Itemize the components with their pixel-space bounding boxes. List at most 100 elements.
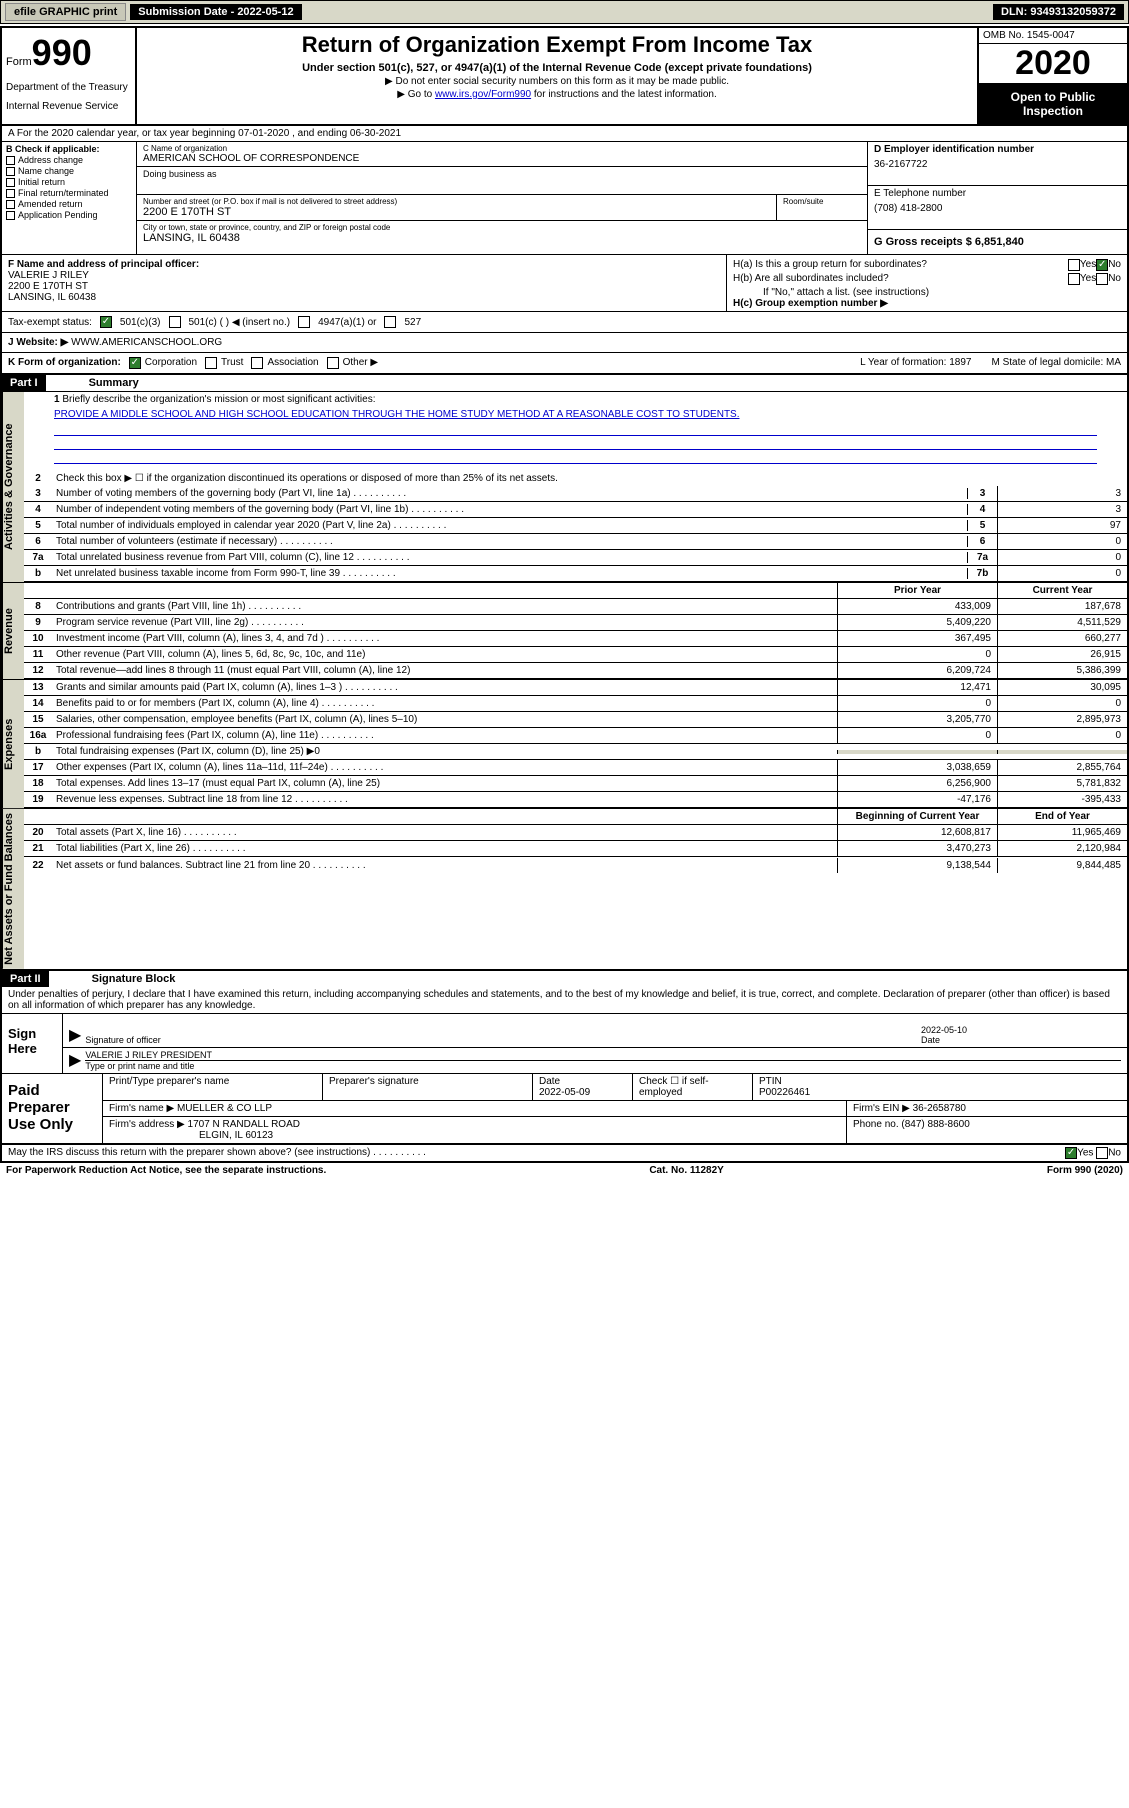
line3: Number of voting members of the governin… xyxy=(52,486,967,501)
line15: Salaries, other compensation, employee b… xyxy=(52,712,837,727)
cb-final[interactable] xyxy=(6,189,15,198)
gross-receipts: G Gross receipts $ 6,851,840 xyxy=(874,236,1121,248)
k-label: K Form of organization: xyxy=(8,357,121,369)
part2-header: Part II xyxy=(2,971,49,987)
form-label: Form xyxy=(6,56,32,68)
line11: Other revenue (Part VIII, column (A), li… xyxy=(52,647,837,662)
p10: 367,495 xyxy=(837,631,997,646)
hb-yes[interactable] xyxy=(1068,273,1080,285)
arrow-icon-2: ▶ xyxy=(69,1050,81,1071)
cat-no: Cat. No. 11282Y xyxy=(649,1165,723,1176)
ha-no[interactable] xyxy=(1096,259,1108,271)
p20: 12,608,817 xyxy=(837,825,997,840)
line19: Revenue less expenses. Subtract line 18 … xyxy=(52,792,837,807)
line6: Total number of volunteers (estimate if … xyxy=(52,534,967,549)
section-b-label: B Check if applicable: xyxy=(6,144,132,154)
line1-label: Briefly describe the organization's miss… xyxy=(62,394,375,405)
part1-header: Part I xyxy=(2,375,46,391)
c14: 0 xyxy=(997,696,1127,711)
end-year-header: End of Year xyxy=(997,809,1127,824)
p9: 5,409,220 xyxy=(837,615,997,630)
p15: 3,205,770 xyxy=(837,712,997,727)
line21: Total liabilities (Part X, line 26) xyxy=(52,841,837,856)
cb-assoc[interactable] xyxy=(251,357,263,369)
type-name-label: Type or print name and title xyxy=(85,1061,1121,1071)
cb-address[interactable] xyxy=(6,156,15,165)
hc-label: H(c) Group exemption number ▶ xyxy=(733,298,1121,309)
prior-year-header: Prior Year xyxy=(837,583,997,598)
cb-527[interactable] xyxy=(384,316,396,328)
p16a: 0 xyxy=(837,728,997,743)
officer-street: 2200 E 170TH ST xyxy=(8,281,720,292)
cb-corp[interactable] xyxy=(129,357,141,369)
open-public: Open to Public Inspection xyxy=(979,84,1127,124)
street-value: 2200 E 170TH ST xyxy=(143,206,770,218)
phone-label: E Telephone number xyxy=(874,188,1121,199)
firm-name: MUELLER & CO LLP xyxy=(177,1103,272,1114)
side-governance: Activities & Governance xyxy=(2,392,24,582)
efile-print-button[interactable]: efile GRAPHIC print xyxy=(5,3,126,21)
ha-label: H(a) Is this a group return for subordin… xyxy=(733,259,1068,271)
line9: Program service revenue (Part VIII, line… xyxy=(52,615,837,630)
cb-4947[interactable] xyxy=(298,316,310,328)
form-footer: Form 990 (2020) xyxy=(1047,1165,1123,1176)
mission-text: PROVIDE A MIDDLE SCHOOL AND HIGH SCHOOL … xyxy=(54,409,740,420)
hb-note: If "No," attach a list. (see instruction… xyxy=(733,287,1121,298)
officer-typed-name: VALERIE J RILEY PRESIDENT xyxy=(85,1050,1121,1061)
cb-501c3[interactable] xyxy=(100,316,112,328)
officer-city: LANSING, IL 60438 xyxy=(8,292,720,303)
cb-pending[interactable] xyxy=(6,211,15,220)
v7a: 0 xyxy=(997,550,1127,565)
line20: Total assets (Part X, line 16) xyxy=(52,825,837,840)
ha-yes[interactable] xyxy=(1068,259,1080,271)
current-year-header: Current Year xyxy=(997,583,1127,598)
line2: Check this box ▶ ☐ if the organization d… xyxy=(52,471,1127,486)
p12: 6,209,724 xyxy=(837,663,997,678)
beg-year-header: Beginning of Current Year xyxy=(837,809,997,824)
line7b: Net unrelated business taxable income fr… xyxy=(52,566,967,581)
org-name: AMERICAN SCHOOL OF CORRESPONDENCE xyxy=(143,153,861,164)
line16b: Total fundraising expenses (Part IX, col… xyxy=(52,744,837,759)
sig-officer-label: Signature of officer xyxy=(85,1035,921,1045)
cb-other[interactable] xyxy=(327,357,339,369)
check-self: Check ☐ if self-employed xyxy=(633,1074,753,1100)
c12: 5,386,399 xyxy=(997,663,1127,678)
part1-title: Summary xyxy=(49,375,139,391)
c17: 2,855,764 xyxy=(997,760,1127,775)
p11: 0 xyxy=(837,647,997,662)
c19: -395,433 xyxy=(997,792,1127,807)
tax-year: 2020 xyxy=(979,44,1127,84)
dba-label: Doing business as xyxy=(143,169,861,179)
irs-link[interactable]: www.irs.gov/Form990 xyxy=(435,89,531,100)
sign-here-label: Sign Here xyxy=(2,1014,62,1073)
room-suite-label: Room/suite xyxy=(777,195,867,220)
p16b xyxy=(837,750,997,754)
omb-number: OMB No. 1545-0047 xyxy=(979,28,1127,44)
ein-label: D Employer identification number xyxy=(874,144,1121,155)
cb-name[interactable] xyxy=(6,167,15,176)
discuss-yes[interactable] xyxy=(1065,1147,1077,1159)
c9: 4,511,529 xyxy=(997,615,1127,630)
line14: Benefits paid to or for members (Part IX… xyxy=(52,696,837,711)
cb-501c[interactable] xyxy=(169,316,181,328)
c10: 660,277 xyxy=(997,631,1127,646)
form-number: 990 xyxy=(32,32,92,73)
cb-amended[interactable] xyxy=(6,200,15,209)
side-expenses: Expenses xyxy=(2,680,24,808)
penalty-text: Under penalties of perjury, I declare th… xyxy=(2,987,1127,1013)
hb-no[interactable] xyxy=(1096,273,1108,285)
goto-post: for instructions and the latest informat… xyxy=(531,89,717,100)
p17: 3,038,659 xyxy=(837,760,997,775)
line10: Investment income (Part VIII, column (A)… xyxy=(52,631,837,646)
prep-date: 2022-05-09 xyxy=(539,1087,590,1098)
form-title: Return of Organization Exempt From Incom… xyxy=(141,32,973,58)
website-value: WWW.AMERICANSCHOOL.ORG xyxy=(71,337,222,348)
cb-initial[interactable] xyxy=(6,178,15,187)
dept-treasury: Department of the Treasury xyxy=(6,82,131,93)
officer-label: F Name and address of principal officer: xyxy=(8,259,720,270)
c16a: 0 xyxy=(997,728,1127,743)
ssn-note: ▶ Do not enter social security numbers o… xyxy=(141,76,973,87)
discuss-no[interactable] xyxy=(1096,1147,1108,1159)
cb-trust[interactable] xyxy=(205,357,217,369)
p21: 3,470,273 xyxy=(837,841,997,856)
